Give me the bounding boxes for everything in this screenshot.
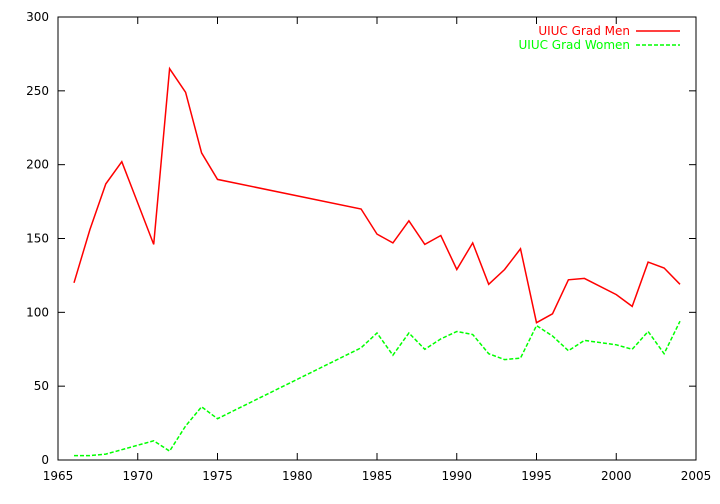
x-tick-label: 1985	[362, 469, 393, 483]
y-tick-label: 200	[26, 158, 49, 172]
series-lines	[73, 66, 681, 457]
y-tick-label: 150	[26, 232, 49, 246]
axis-tick-labels: 1965 1970 1975 1980 1985 1990 1995 2000 2005 0 50 1…	[26, 10, 711, 483]
x-tick-label: 1975	[202, 469, 233, 483]
y-tick-label: 0	[41, 453, 49, 467]
series-line-men	[73, 66, 681, 324]
x-tick-label: 1995	[521, 469, 552, 483]
y-tick-label: 300	[26, 10, 49, 24]
legend-label: UIUC Grad Men	[538, 24, 630, 38]
legend-label: UIUC Grad Women	[519, 38, 631, 52]
y-tick-label: 50	[34, 379, 49, 393]
x-tick-label: 1970	[122, 469, 153, 483]
x-tick-label: 1965	[43, 469, 74, 483]
x-tick-label: 2005	[681, 469, 712, 483]
x-tick-label: 2000	[601, 469, 632, 483]
series-line-women	[74, 320, 681, 457]
y-tick-label: 100	[26, 305, 49, 319]
y-tick-label: 250	[26, 84, 49, 98]
axis-ticks	[57, 16, 697, 461]
x-tick-label: 1980	[282, 469, 313, 483]
x-tick-label: 1990	[441, 469, 472, 483]
